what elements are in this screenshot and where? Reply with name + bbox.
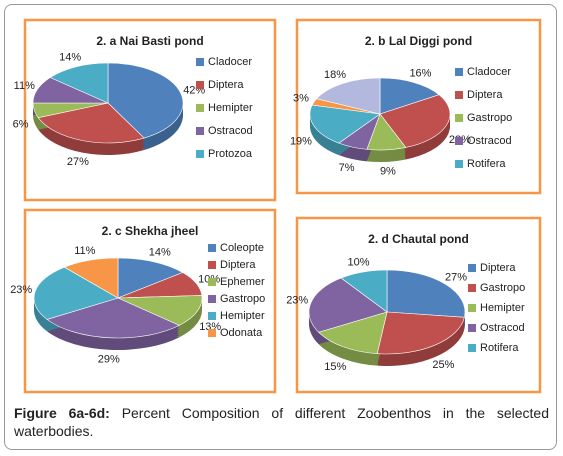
caption: Figure 6a-6d: Percent Composition of dif… bbox=[14, 404, 549, 440]
legend-label: Ephemer bbox=[220, 276, 265, 288]
figure-frame bbox=[4, 4, 557, 450]
legend-swatch bbox=[196, 58, 204, 66]
data-label: 14% bbox=[59, 52, 81, 64]
data-label: 11% bbox=[14, 80, 35, 92]
legend-label: Ostracod bbox=[467, 135, 512, 147]
legend-swatch bbox=[455, 68, 463, 76]
slice bbox=[49, 62, 109, 104]
slice bbox=[107, 62, 184, 139]
legend-label: Cladocer bbox=[467, 66, 511, 78]
slice bbox=[33, 266, 119, 320]
data-label: 9% bbox=[380, 166, 396, 178]
data-label: 27% bbox=[445, 272, 467, 284]
legend-label: Diptera bbox=[220, 259, 256, 271]
legend-swatch bbox=[468, 344, 476, 352]
legend-swatch bbox=[196, 150, 204, 158]
data-label: 29% bbox=[98, 354, 120, 366]
legend-swatch bbox=[455, 137, 463, 145]
data-label: 23% bbox=[10, 284, 32, 296]
legend-swatch bbox=[208, 244, 216, 252]
chart-title: 2. a Nai Basti pond bbox=[96, 34, 203, 48]
legend-swatch bbox=[468, 324, 476, 332]
legend-label: Ostracod bbox=[480, 322, 525, 334]
legend-swatch bbox=[455, 91, 463, 99]
slice bbox=[117, 295, 203, 326]
legend-label: Rotifera bbox=[480, 342, 519, 354]
slice bbox=[46, 297, 180, 339]
panel-border bbox=[295, 18, 542, 195]
legend-swatch bbox=[196, 104, 204, 112]
legend-swatch bbox=[208, 312, 216, 320]
legend-label: Cladocer bbox=[208, 56, 252, 68]
chart-title: 2. c Shekha jheel bbox=[102, 224, 199, 238]
slice bbox=[318, 311, 388, 354]
slice bbox=[308, 277, 388, 333]
legend-label: Coleopte bbox=[220, 242, 264, 254]
legend-swatch bbox=[468, 284, 476, 292]
caption-label: Figure 6a-6d: bbox=[14, 405, 110, 421]
legend-swatch bbox=[196, 127, 204, 135]
data-label: 19% bbox=[290, 135, 312, 147]
data-label: 18% bbox=[324, 69, 346, 81]
data-label: 10% bbox=[348, 256, 370, 268]
panel-border bbox=[295, 216, 542, 394]
legend-swatch bbox=[196, 81, 204, 89]
data-label: 25% bbox=[432, 359, 454, 371]
legend-swatch bbox=[208, 261, 216, 269]
data-label: 27% bbox=[67, 156, 89, 168]
legend-label: Hemipter bbox=[220, 310, 265, 322]
chart-title: 2. b Lal Diggi pond bbox=[365, 34, 472, 48]
legend-swatch bbox=[468, 304, 476, 312]
data-label: 14% bbox=[149, 247, 171, 259]
chart-title: 2. d Chautal pond bbox=[368, 232, 469, 246]
legend-label: Diptera bbox=[480, 262, 516, 274]
legend-swatch bbox=[208, 278, 216, 286]
legend-swatch bbox=[208, 329, 216, 337]
slice bbox=[379, 77, 440, 115]
legend-label: Hemipter bbox=[480, 302, 525, 314]
slice bbox=[316, 77, 381, 115]
slice bbox=[117, 257, 184, 299]
data-label: 3% bbox=[293, 92, 309, 104]
legend-swatch bbox=[455, 160, 463, 168]
data-label: 11% bbox=[74, 245, 95, 257]
legend-label: Diptera bbox=[467, 89, 503, 101]
panel-border bbox=[23, 18, 277, 202]
data-label: 6% bbox=[13, 118, 29, 130]
legend-label: Ostracod bbox=[208, 125, 253, 137]
caption-text: Percent Composition of different Zoobent… bbox=[14, 405, 550, 439]
legend-label: Protozoa bbox=[208, 148, 253, 160]
legend-label: Diptera bbox=[208, 79, 244, 91]
data-label: 23% bbox=[286, 295, 308, 307]
legend-label: Gastropo bbox=[480, 282, 525, 294]
slice bbox=[376, 311, 465, 355]
slice bbox=[379, 94, 451, 148]
panel-border bbox=[23, 208, 277, 394]
slice bbox=[386, 269, 466, 318]
slice bbox=[37, 102, 145, 144]
slice bbox=[63, 257, 119, 299]
legend-label: Hemipter bbox=[208, 102, 253, 114]
legend-swatch bbox=[468, 264, 476, 272]
data-label: 16% bbox=[409, 68, 431, 80]
slice bbox=[340, 269, 388, 313]
legend-label: Gastropo bbox=[220, 293, 265, 305]
data-label: 15% bbox=[324, 361, 346, 373]
legend-swatch bbox=[455, 114, 463, 122]
slice bbox=[309, 104, 381, 144]
legend-label: Rotifera bbox=[467, 158, 506, 170]
legend-swatch bbox=[208, 295, 216, 303]
legend-label: Gastropo bbox=[467, 112, 512, 124]
data-label: 7% bbox=[339, 162, 355, 174]
legend-label: Odonata bbox=[220, 327, 263, 339]
